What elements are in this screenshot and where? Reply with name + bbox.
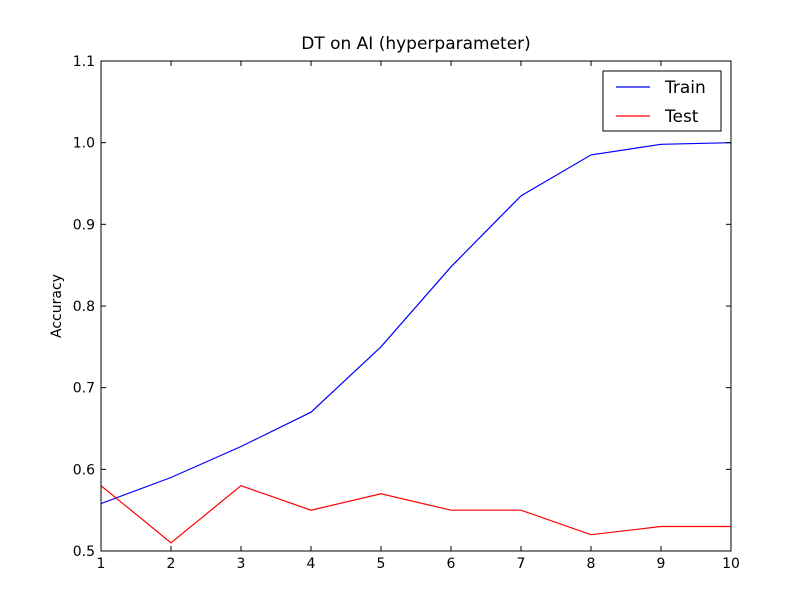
y-tick-label: 0.8 bbox=[73, 299, 95, 315]
x-tick-label: 5 bbox=[377, 556, 386, 572]
y-tick-label: 0.9 bbox=[73, 217, 95, 233]
legend-box bbox=[602, 70, 722, 132]
legend: Train Test bbox=[602, 70, 722, 132]
x-tick-label: 8 bbox=[587, 556, 596, 572]
x-tick-label: 3 bbox=[237, 556, 246, 572]
y-tick-label: 1.1 bbox=[73, 54, 95, 70]
x-tick-label: 2 bbox=[167, 556, 176, 572]
legend-label-train: Train bbox=[664, 78, 706, 98]
y-tick-label: 0.5 bbox=[73, 544, 95, 560]
x-tick-label: 6 bbox=[447, 556, 456, 572]
series-line-train bbox=[101, 142, 731, 505]
x-tick-label: 10 bbox=[722, 556, 740, 572]
chart-title: DT on AI (hyperparameter) bbox=[301, 34, 531, 54]
y-axis-label: Accuracy bbox=[49, 274, 65, 338]
series-line-test bbox=[101, 485, 731, 544]
x-tick-label: 7 bbox=[517, 556, 526, 572]
y-tick-label: 0.6 bbox=[73, 462, 95, 478]
y-tick-label: 1.0 bbox=[73, 136, 95, 152]
legend-label-test: Test bbox=[664, 107, 699, 127]
x-tick-label: 4 bbox=[307, 556, 316, 572]
y-tick-label: 0.7 bbox=[73, 381, 95, 397]
x-tick-label: 9 bbox=[657, 556, 666, 572]
plot-area: 1 2 3 4 5 6 7 8 9 10 0.5 0.6 0.7 0.8 0.9 1.0 1.1 bbox=[73, 54, 740, 572]
x-tick-label: 1 bbox=[97, 556, 106, 572]
